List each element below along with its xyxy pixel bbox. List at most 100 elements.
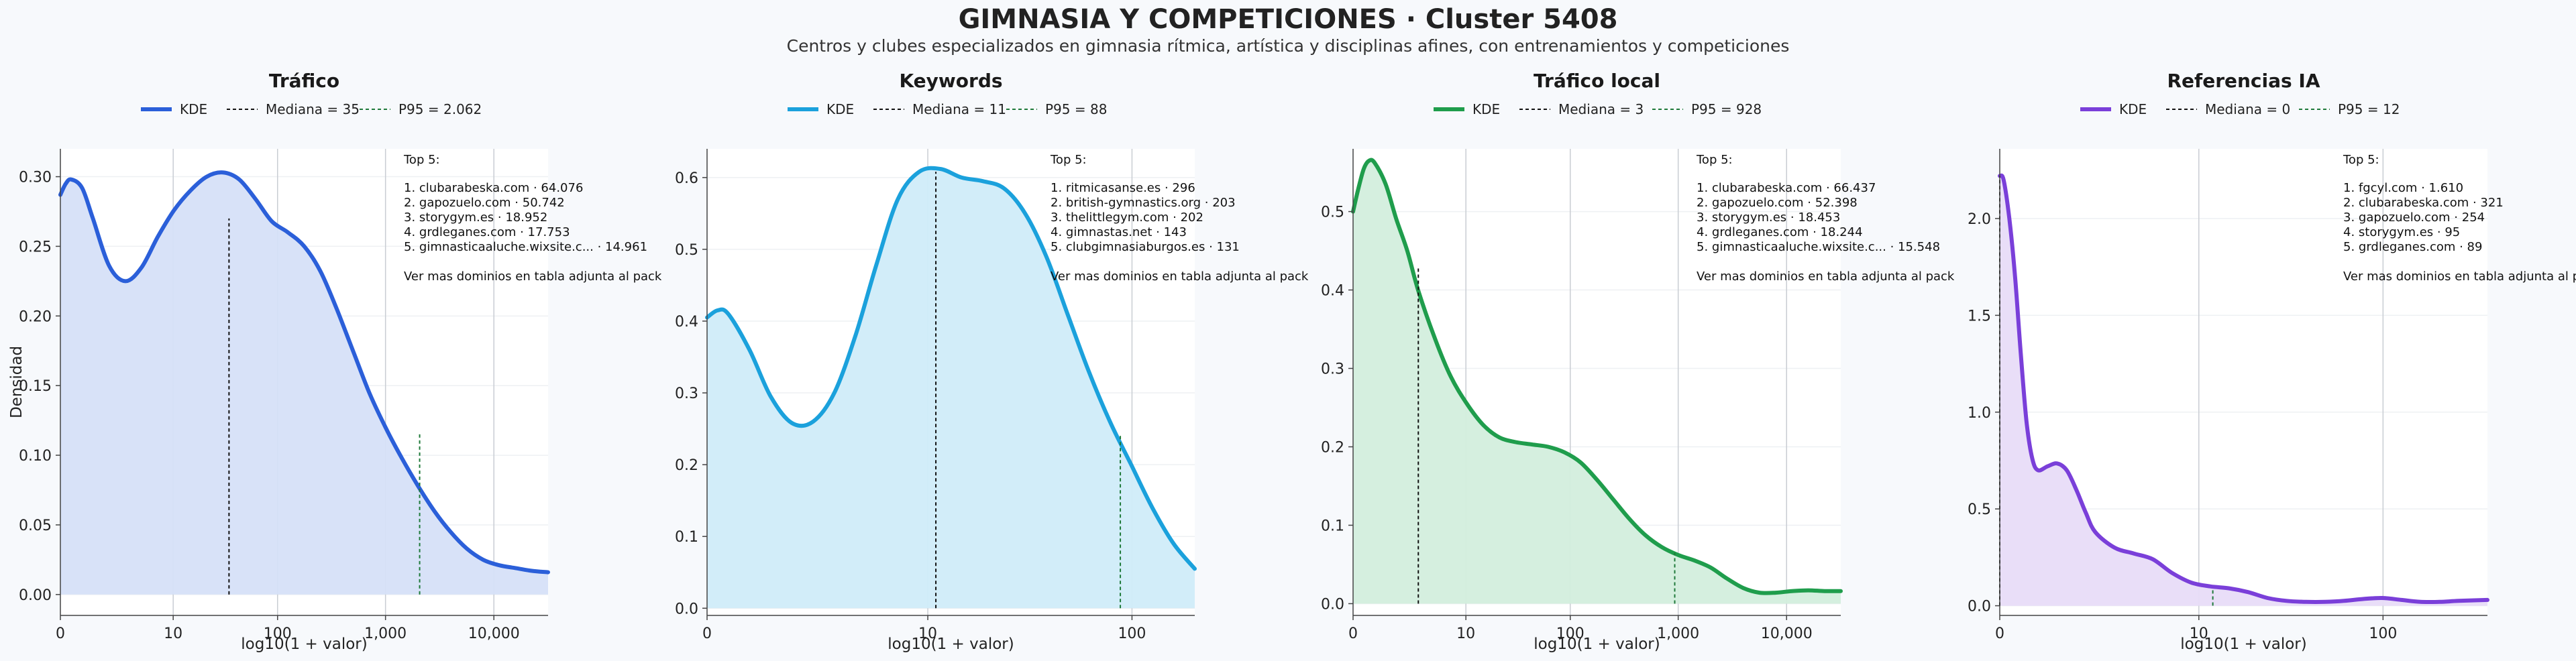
x-axis-label: log10(1 + valor) (2180, 636, 2306, 653)
x-tick-label: 0 (1348, 625, 1358, 642)
y-tick-label: 0.00 (19, 587, 52, 604)
legend-label: Mediana = 3 (1558, 101, 1644, 117)
kde-line (705, 166, 1197, 571)
top5-item: 1. ritmicasanse.es · 296 (1051, 181, 1195, 195)
panel-title: Referencias IA (2167, 70, 2320, 92)
y-tick-label: 0.05 (19, 518, 52, 534)
top5-note: Ver mas dominios en tabla adjunta al pac… (1051, 269, 1309, 284)
y-tick-label: 0.1 (675, 529, 698, 546)
y-tick-label: 0.5 (1968, 501, 1991, 518)
x-tick-label: 10 (164, 625, 182, 642)
top5-item: 4. gimnastas.net · 143 (1051, 225, 1187, 239)
legend-label: Mediana = 0 (2205, 101, 2290, 117)
legend-label: Mediana = 35 (266, 101, 360, 117)
top5-heading: Top 5: (403, 153, 440, 167)
top5-heading: Top 5: (1050, 153, 1087, 167)
y-tick-label: 1.5 (1968, 308, 1991, 324)
legend-label: Mediana = 11 (912, 101, 1006, 117)
x-tick-label: 10 (918, 625, 937, 642)
x-tick-label: 10,000 (468, 625, 520, 642)
y-tick-label: 0.20 (19, 308, 52, 325)
top5-item: 5. grdleganes.com · 89 (2343, 240, 2482, 254)
top5-item: 1. clubarabeska.com · 66.437 (1697, 181, 1876, 195)
legend-label: KDE (180, 101, 207, 117)
y-tick-label: 0.1 (1321, 518, 1344, 534)
x-tick-label: 10 (1456, 625, 1475, 642)
top5-heading: Top 5: (1696, 153, 1733, 167)
y-tick-label: 0.5 (675, 242, 698, 259)
panel-title: Tráfico local (1534, 70, 1660, 92)
legend-label: P95 = 2.062 (398, 101, 482, 117)
x-axis-label: log10(1 + valor) (888, 636, 1014, 653)
top5-item: 5. gimnasticaaluche.wixsite.c... · 15.54… (1697, 240, 1940, 254)
x-tick-label: 100 (1556, 625, 1585, 642)
top5-item: 2. clubarabeska.com · 321 (2343, 196, 2504, 210)
legend-label: KDE (1472, 101, 1500, 117)
x-tick-label: 0 (56, 625, 65, 642)
top5-item: 5. gimnasticaaluche.wixsite.c... · 14.96… (404, 240, 647, 254)
y-tick-label: 0.15 (19, 378, 52, 395)
kde-area (707, 168, 1195, 609)
top5-item: 1. fgcyl.com · 1.610 (2343, 181, 2463, 195)
figure-subtitle: Centros y clubes especializados en gimna… (786, 36, 1790, 56)
y-axis-label: Densidad (8, 346, 25, 418)
top5-note: Ver mas dominios en tabla adjunta al pac… (1697, 269, 1955, 284)
x-tick-label: 100 (1118, 625, 1146, 642)
chart-panel-4: 0.0 0.5 1.0 1.5 2.0 0 10 100 log10(1 + valor) Ref… (1968, 70, 2576, 653)
top5-item: 4. grdleganes.com · 18.244 (1697, 225, 1863, 239)
y-tick-label: 1.0 (1968, 405, 1991, 422)
top5-item: 2. gapozuelo.com · 52.398 (1697, 196, 1858, 210)
top5-item: 2. gapozuelo.com · 50.742 (404, 196, 565, 210)
y-tick-label: 2.0 (1968, 211, 1991, 228)
top5-item: 4. storygym.es · 95 (2343, 225, 2460, 239)
legend-label: KDE (2119, 101, 2147, 117)
chart-panel-3: 0.0 0.1 0.2 0.3 0.4 0.5 0 10 100 1,000 10,000 log10… (1321, 70, 1955, 653)
kde-line (1351, 158, 1843, 595)
x-tick-label: 100 (2369, 625, 2397, 642)
y-tick-label: 0.2 (1321, 440, 1344, 457)
top5-item: 1. clubarabeska.com · 64.076 (404, 181, 583, 195)
y-tick-label: 0.4 (675, 314, 698, 330)
y-tick-label: 0.6 (675, 170, 698, 187)
y-tick-label: 0.30 (19, 170, 52, 186)
y-tick-label: 0.0 (1321, 596, 1344, 613)
kde-line (58, 170, 550, 575)
top5-item: 3. storygym.es · 18.453 (1697, 211, 1840, 225)
x-tick-label: 100 (264, 625, 292, 642)
y-tick-label: 0.2 (675, 457, 698, 474)
legend-label: P95 = 88 (1045, 101, 1107, 117)
top5-item: 5. clubgimnasiaburgos.es · 131 (1051, 240, 1240, 254)
top5-item: 3. storygym.es · 18.952 (404, 211, 547, 225)
x-axis-label: log10(1 + valor) (1534, 636, 1660, 653)
legend-label: P95 = 12 (2338, 101, 2400, 117)
y-tick-label: 0.0 (675, 601, 698, 617)
kde-area (1353, 160, 1841, 604)
x-tick-label: 0 (1995, 625, 2004, 642)
x-tick-label: 1,000 (364, 625, 407, 642)
panel-title: Tráfico (269, 70, 339, 92)
top5-heading: Top 5: (2343, 153, 2379, 167)
legend-label: KDE (826, 101, 854, 117)
y-tick-label: 0.3 (1321, 361, 1344, 378)
chart-panel-2: 0.0 0.1 0.2 0.3 0.4 0.5 0.6 0 10 100 log10(1 + val… (675, 70, 1309, 653)
y-tick-label: 0.4 (1321, 283, 1344, 300)
x-tick-label: 0 (702, 625, 712, 642)
y-tick-label: 0.10 (19, 448, 52, 465)
y-tick-label: 0.0 (1968, 599, 1991, 615)
y-tick-label: 0.5 (1321, 204, 1344, 221)
x-tick-label: 10 (2190, 625, 2208, 642)
legend-label: P95 = 928 (1691, 101, 1762, 117)
kde-line (1998, 173, 2489, 605)
top5-item: 4. grdleganes.com · 17.753 (404, 225, 570, 239)
kde-area (2000, 175, 2487, 606)
top5-note: Ver mas dominios en tabla adjunta al pac… (404, 269, 662, 284)
y-tick-label: 0.25 (19, 239, 52, 255)
top5-note: Ver mas dominios en tabla adjunta al pac… (2343, 269, 2576, 284)
x-axis-label: log10(1 + valor) (241, 636, 367, 653)
top5-item: 3. thelittlegym.com · 202 (1051, 211, 1203, 225)
top5-item: 3. gapozuelo.com · 254 (2343, 211, 2485, 225)
top5-item: 2. british-gymnastics.org · 203 (1051, 196, 1236, 210)
kde-area (60, 172, 548, 595)
x-tick-label: 1,000 (1657, 625, 1699, 642)
